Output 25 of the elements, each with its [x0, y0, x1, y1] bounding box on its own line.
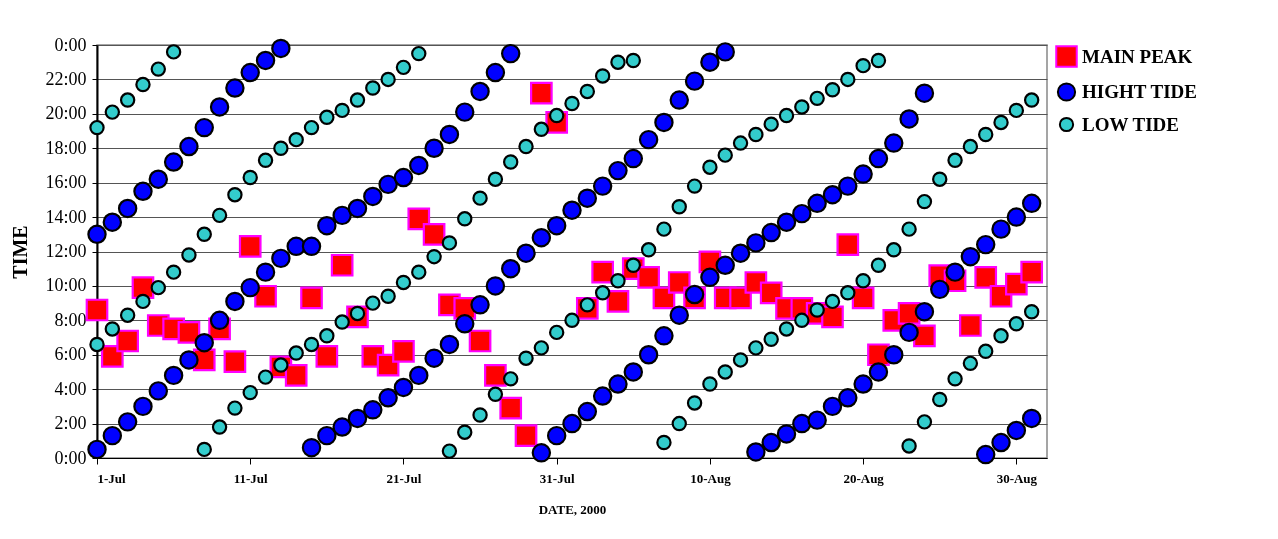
- x-tick-label: 30-Aug: [996, 470, 1038, 486]
- legend-label: HIGHT TIDE: [1082, 81, 1197, 102]
- y-tick-label: 6:00: [54, 344, 87, 365]
- y-tick-label: 12:00: [45, 241, 87, 261]
- y-axis-title: TIME: [9, 225, 32, 279]
- x-tick-label: 21-Jul: [386, 470, 422, 486]
- y-tick-label: 0:00: [54, 34, 87, 55]
- y-tick-label: 20:00: [45, 103, 87, 124]
- x-tick-label: 11-Jul: [233, 470, 269, 486]
- x-tick-label: 20-Aug: [843, 470, 885, 486]
- y-tick-label: 4:00: [54, 378, 87, 399]
- x-tick-label: 31-Jul: [539, 470, 575, 486]
- y-tick-label: 18:00: [45, 137, 87, 158]
- y-tick-label: 0:00: [54, 447, 87, 468]
- y-tick-label: 8:00: [54, 309, 87, 330]
- y-tick-label: 16:00: [45, 172, 87, 193]
- legend-label: MAIN PEAK: [1082, 45, 1193, 67]
- x-tick-label: 1-Jul: [97, 470, 127, 486]
- y-tick-label: 2:00: [54, 413, 87, 434]
- x-axis-title: DATE, 2000: [538, 501, 607, 517]
- x-tick-label: 10-Aug: [690, 470, 732, 486]
- y-tick-label: 22:00: [45, 68, 87, 89]
- y-tick-label: 14:00: [45, 206, 87, 227]
- y-tick-label: 10:00: [45, 275, 87, 296]
- legend-label: LOW TIDE: [1082, 113, 1179, 135]
